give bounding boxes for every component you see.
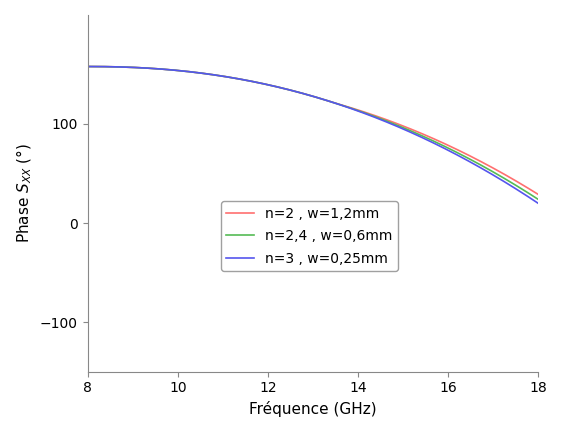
X-axis label: Fréquence (GHz): Fréquence (GHz): [249, 401, 377, 417]
n=3 , w=0,25mm: [328, 99, 335, 105]
n=2,4 , w=0,6mm: [454, 150, 460, 155]
n=2,4 , w=0,6mm: [328, 99, 335, 105]
n=2,4 , w=0,6mm: [84, 64, 91, 69]
n=2,4 , w=0,6mm: [298, 91, 305, 96]
n=2,4 , w=0,6mm: [524, 190, 531, 195]
Line: n=2 , w=1,2mm: n=2 , w=1,2mm: [88, 67, 538, 194]
n=2 , w=1,2mm: [328, 99, 335, 105]
n=3 , w=0,25mm: [535, 201, 542, 206]
n=3 , w=0,25mm: [454, 152, 460, 157]
n=2,4 , w=0,6mm: [301, 91, 308, 96]
n=3 , w=0,25mm: [524, 194, 531, 199]
n=2 , w=1,2mm: [84, 64, 91, 69]
Line: n=3 , w=0,25mm: n=3 , w=0,25mm: [88, 67, 538, 203]
n=3 , w=0,25mm: [298, 91, 305, 96]
n=2,4 , w=0,6mm: [352, 107, 359, 112]
n=3 , w=0,25mm: [84, 64, 91, 69]
n=2 , w=1,2mm: [352, 107, 359, 112]
Line: n=2,4 , w=0,6mm: n=2,4 , w=0,6mm: [88, 67, 538, 199]
n=2 , w=1,2mm: [454, 147, 460, 152]
Legend: n=2 , w=1,2mm, n=2,4 , w=0,6mm, n=3 , w=0,25mm: n=2 , w=1,2mm, n=2,4 , w=0,6mm, n=3 , w=…: [221, 201, 398, 271]
n=2 , w=1,2mm: [301, 91, 308, 96]
n=3 , w=0,25mm: [301, 91, 308, 96]
n=2 , w=1,2mm: [535, 192, 542, 197]
n=2 , w=1,2mm: [298, 91, 305, 96]
n=2 , w=1,2mm: [524, 185, 531, 190]
n=2,4 , w=0,6mm: [535, 197, 542, 202]
n=3 , w=0,25mm: [352, 108, 359, 113]
Y-axis label: Phase $S_{XX}$ (°): Phase $S_{XX}$ (°): [15, 143, 34, 243]
